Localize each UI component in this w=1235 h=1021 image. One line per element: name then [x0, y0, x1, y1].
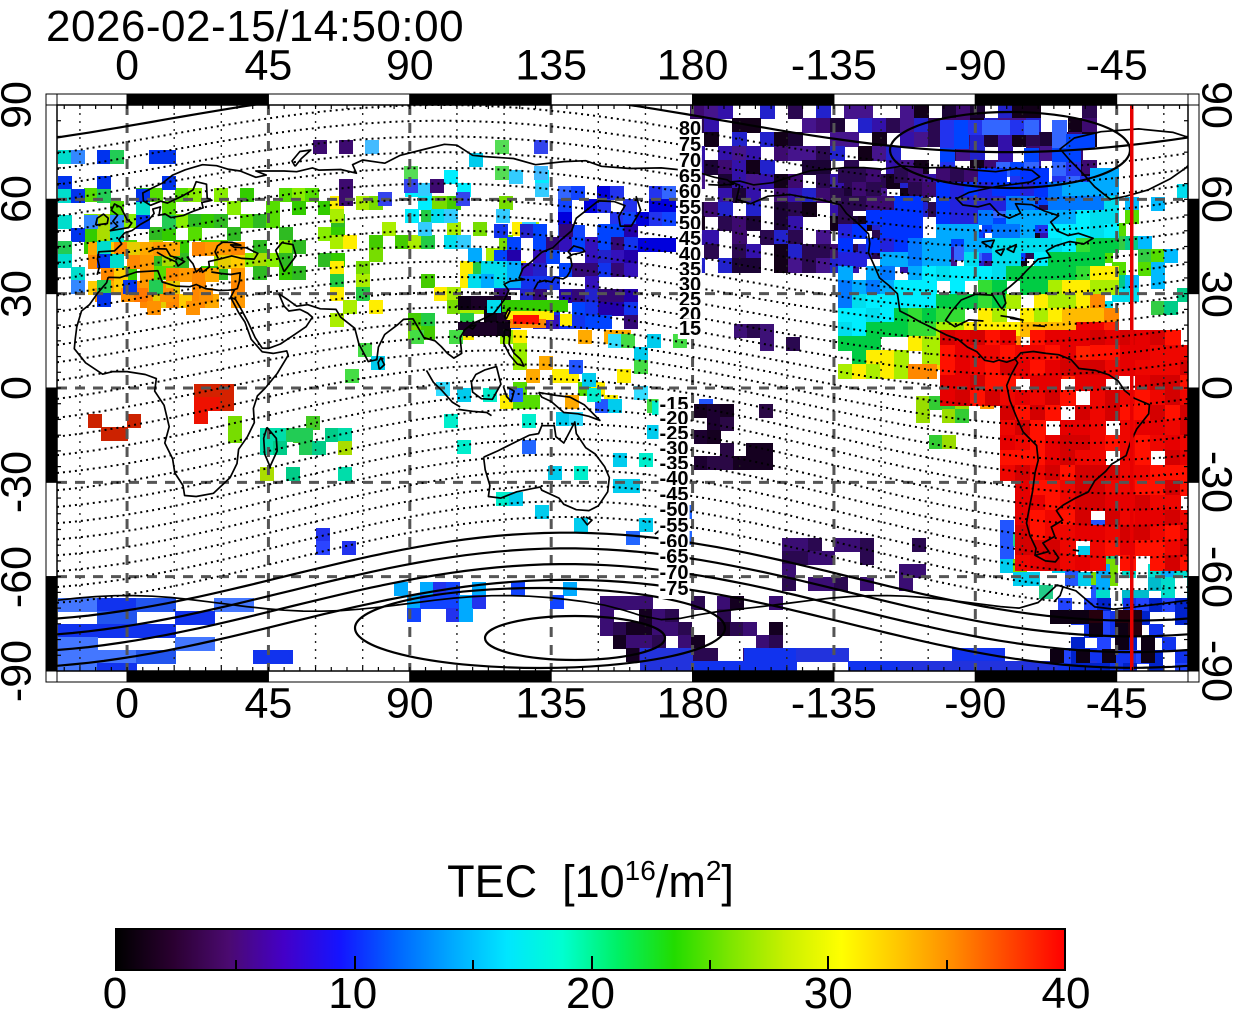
left-axis-label: 60: [0, 175, 41, 224]
right-axis-label: -60: [1192, 545, 1235, 608]
contour-label-north: 40: [677, 243, 703, 266]
contour-label-north: 35: [677, 259, 703, 282]
right-axis-label: -90: [1192, 639, 1235, 703]
modip-contours: [57, 105, 1188, 670]
left-axis-label: -60: [0, 545, 41, 608]
left-axis-label: -30: [0, 451, 41, 514]
top-axis-label: 135: [515, 41, 588, 90]
right-axis-label: 30: [1192, 269, 1235, 318]
contour-label-south: -50: [658, 499, 690, 522]
top-axis-label: -135: [790, 41, 877, 90]
right-axis-label: -30: [1192, 451, 1235, 514]
contour-label-south: -35: [658, 452, 690, 475]
bottom-axis-label: 135: [515, 679, 588, 728]
colorbar-bracket-close: ]: [721, 856, 734, 907]
top-axis-label: -45: [1085, 41, 1148, 90]
colorbar-minor-tick: [472, 960, 475, 969]
contour-label-north: 65: [677, 165, 703, 188]
left-axis-label: 30: [0, 269, 41, 318]
right-axis-label: 60: [1192, 175, 1235, 224]
contour-label-north: 60: [677, 181, 703, 204]
contour-label-north: 70: [677, 149, 703, 172]
colorbar-tick-label: 0: [102, 969, 128, 1018]
bottom-axis-label: -135: [790, 679, 877, 728]
contour-label-south: -45: [658, 483, 690, 506]
colorbar-tick-label: 20: [566, 969, 615, 1018]
left-axis-label: 0: [0, 376, 41, 400]
meridian-marker-line: [1130, 105, 1134, 671]
contour-label-north: 15: [677, 318, 703, 341]
map-frame: [45, 93, 1200, 683]
contour-label-north: 55: [677, 196, 703, 219]
left-axis-label: -90: [0, 639, 41, 703]
colorbar-minor-tick: [827, 956, 830, 969]
contour-label-north: 80: [677, 118, 703, 141]
map-clip-group: [57, 105, 1188, 671]
contour-label-south: -65: [658, 546, 690, 569]
contour-label-south: -40: [658, 468, 690, 491]
contour-label-south: -30: [658, 437, 690, 460]
colorbar-exponent-2: 2: [705, 855, 722, 886]
contour-label-south: -75: [658, 577, 690, 600]
contour-label-south: -70: [658, 561, 690, 584]
colorbar-title-text: TEC [10: [447, 856, 625, 907]
colorbar-tick-label: 10: [328, 969, 378, 1018]
top-axis-label: 90: [385, 41, 434, 90]
contour-label-north: 45: [677, 228, 703, 251]
left-axis-label: 90: [0, 81, 41, 129]
colorbar-tick-label: 40: [1041, 969, 1091, 1018]
colorbar-title: TEC [1016/m2]: [115, 855, 1066, 908]
graticule-grid: [57, 105, 1188, 671]
contour-label-north: 75: [677, 134, 703, 157]
colorbar-minor-tick: [235, 960, 238, 969]
colorbar-minor-tick: [590, 956, 593, 969]
contour-label-north: 50: [677, 212, 703, 235]
bottom-axis-label: 180: [656, 679, 729, 728]
bottom-axis-label: -45: [1085, 679, 1148, 728]
contour-label-south: -60: [658, 530, 690, 553]
colorbar-tick-label: 30: [803, 969, 853, 1018]
right-axis-label: 0: [1193, 376, 1235, 400]
colorbar-exponent: 16: [624, 855, 656, 886]
top-axis-label: 45: [244, 41, 293, 90]
top-axis-label: 180: [656, 41, 729, 90]
colorbar-minor-tick: [708, 960, 711, 969]
contour-label-south: -55: [658, 514, 690, 537]
top-axis-label: 0: [115, 41, 140, 90]
bottom-axis-label: -90: [944, 679, 1007, 728]
bottom-axis-label: 45: [244, 679, 293, 728]
right-axis-label: 90: [1192, 81, 1235, 129]
colorbar-minor-tick: [945, 960, 948, 969]
colorbar-minor-tick: [353, 956, 356, 969]
plot-title: 2026-02-15/14:50:00: [46, 2, 465, 51]
colorbar: [115, 928, 1066, 971]
bottom-axis-label: 90: [385, 679, 434, 728]
top-axis-label: -90: [944, 41, 1007, 90]
bottom-axis-label: 0: [115, 679, 140, 728]
colorbar-units-mid: /m: [655, 856, 706, 907]
